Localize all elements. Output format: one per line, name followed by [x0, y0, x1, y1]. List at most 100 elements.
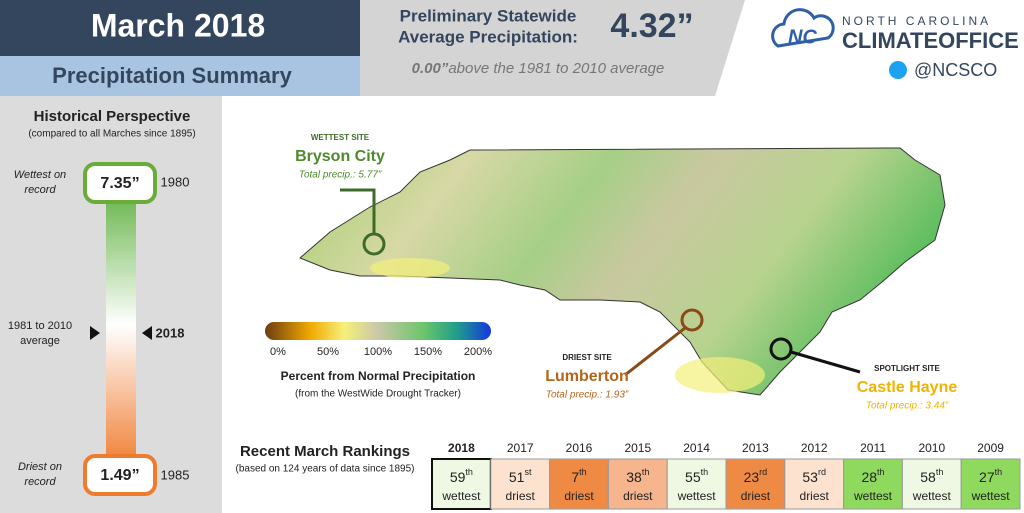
ranking-rank: 23rd — [744, 467, 768, 484]
ranking-suffix: th — [701, 467, 709, 477]
statewide-value: 4.32” — [610, 7, 693, 45]
ranking-number: 58 — [920, 469, 936, 485]
anomaly-value: 0.00” — [412, 60, 449, 77]
ranking-cell — [901, 458, 962, 510]
legend-tick-label: 50% — [317, 346, 339, 358]
wettest-label: record — [24, 184, 56, 196]
ranking-number: 23 — [744, 469, 760, 485]
wettest-label: Wettest on — [14, 169, 66, 181]
ranking-number: 38 — [626, 469, 642, 485]
site-marker — [362, 232, 386, 256]
ranking-year: 2013 — [742, 441, 769, 455]
ranking-rank: 51st — [509, 467, 532, 484]
anomaly-text: above the 1981 to 2010 average — [448, 60, 664, 77]
site-leader — [340, 188, 376, 234]
site-leader — [624, 326, 686, 377]
ranking-number: 55 — [685, 469, 701, 485]
legend-tick-label: 200% — [464, 346, 492, 358]
logo: NC — [771, 8, 835, 48]
ranking-cell — [784, 458, 845, 510]
ranking-suffix: st — [524, 467, 532, 477]
wettest-year: 1980 — [161, 174, 190, 189]
legend-title: Percent from Normal Precipitation — [281, 369, 476, 383]
site-marker — [680, 308, 704, 332]
twitter-icon — [889, 61, 907, 79]
ranking-rank: 58th — [920, 467, 943, 484]
ranking-rank: 55th — [685, 467, 708, 484]
site-name: Bryson City — [295, 148, 385, 165]
ranking-number: 51 — [509, 469, 525, 485]
ranking-label: wettest — [912, 489, 952, 503]
ranking-number: 27 — [979, 469, 995, 485]
ranking-year: 2014 — [683, 441, 710, 455]
legend-tick-label: 150% — [414, 346, 442, 358]
rankings-title: Recent March Rankings — [240, 443, 410, 460]
site-marker — [769, 337, 793, 361]
map-dry-area — [675, 357, 765, 393]
anomaly: 0.00”above the 1981 to 2010 average — [412, 60, 665, 77]
current-year: 2018 — [156, 325, 185, 340]
site-role: DRIEST SITE — [562, 353, 612, 362]
current-arrow — [142, 326, 152, 340]
subtitle: Precipitation Summary — [52, 63, 292, 88]
driest-box — [83, 454, 157, 496]
ranking-year: 2016 — [566, 441, 593, 455]
ranking-number: 53 — [802, 469, 818, 485]
historical-title: Historical Perspective — [34, 108, 191, 125]
sites: WETTEST SITE Bryson City Total precip.: 5.… — [295, 133, 957, 412]
state-map — [299, 147, 946, 396]
wettest-box — [83, 162, 157, 204]
legend-source: (from the WestWide Drought Tracker) — [295, 389, 461, 400]
ranking-cell — [431, 458, 492, 510]
title-band — [0, 0, 360, 56]
driest-value: 1.49” — [100, 467, 139, 484]
ranking-label: driest — [564, 489, 594, 503]
logo-line2: CLIMATEOFFICE — [842, 28, 1019, 53]
ranking-suffix: th — [995, 467, 1003, 477]
ranking-rank: 59th — [450, 467, 473, 484]
average-arrow — [90, 326, 100, 340]
driest-year: 1985 — [161, 467, 190, 482]
ranking-number: 28 — [861, 469, 877, 485]
ranking-label: wettest — [971, 489, 1011, 503]
ranking-suffix: th — [936, 467, 944, 477]
ranking-year: 2012 — [801, 441, 828, 455]
statewide-label: Preliminary Statewide — [400, 6, 577, 25]
site-total: Total precip.: 1.93” — [546, 390, 629, 401]
logo-line1: NORTH CAROLINA — [842, 14, 991, 28]
ranking-label: driest — [506, 489, 536, 503]
ranking-suffix: th — [642, 467, 650, 477]
ranking-year: 2017 — [507, 441, 534, 455]
statewide-label: Average Precipitation: — [398, 27, 578, 46]
ranking-cell — [490, 458, 551, 510]
subtitle-band — [0, 56, 360, 96]
ranking-label: wettest — [441, 489, 481, 503]
ranking-rank: 53rd — [802, 467, 826, 484]
site-role: SPOTLIGHT SITE — [874, 364, 940, 373]
legend-ticks: 0% 50% 100% 150% 200% — [270, 346, 492, 358]
ranking-year: 2015 — [624, 441, 651, 455]
ranking-label: driest — [623, 489, 653, 503]
ranking-label: wettest — [677, 489, 717, 503]
site-role: WETTEST SITE — [311, 133, 370, 142]
ranking-suffix: th — [465, 467, 473, 477]
ranking-label: wettest — [853, 489, 893, 503]
average-label: 1981 to 2010 — [8, 320, 72, 332]
legend-tick-label: 0% — [270, 346, 286, 358]
ranking-suffix: th — [877, 467, 885, 477]
ranking-year: 2018 — [448, 441, 475, 455]
ranking-rank: 28th — [861, 467, 884, 484]
ranking-label: driest — [800, 489, 830, 503]
svg-text:NC: NC — [788, 26, 817, 48]
rankings-subtitle: (based on 124 years of data since 1895) — [235, 464, 414, 475]
historical-subtitle: (compared to all Marches since 1895) — [28, 129, 195, 140]
ranking-rank: 7th — [571, 467, 586, 484]
ranking-cell — [666, 458, 727, 510]
ranking-cell — [725, 458, 786, 510]
title: March 2018 — [91, 7, 265, 43]
ranking-year: 2009 — [977, 441, 1004, 455]
site-name: Lumberton — [545, 368, 629, 385]
map-dry-area — [370, 258, 450, 278]
driest-label: Driest on — [18, 461, 62, 473]
